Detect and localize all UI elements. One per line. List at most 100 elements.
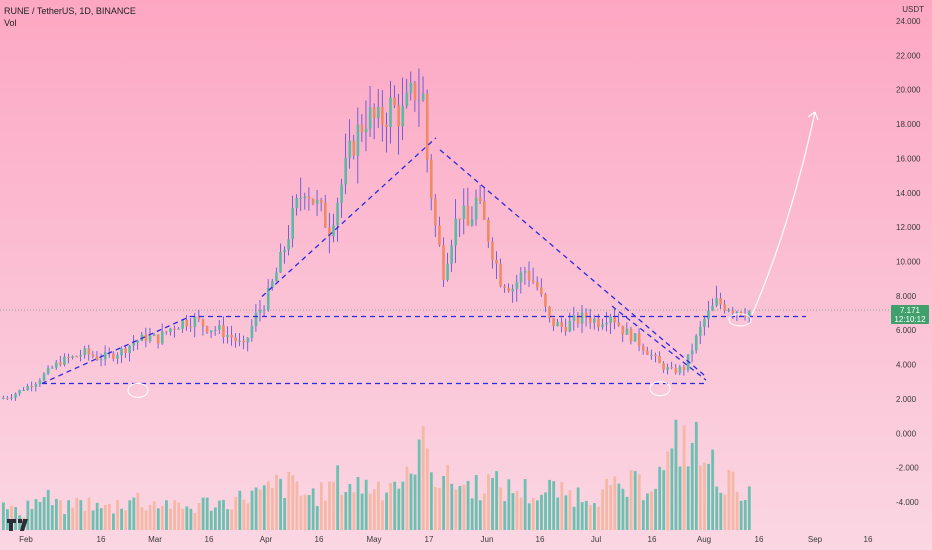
y-tick-label: 22.000 bbox=[896, 51, 921, 60]
volume-indicator-label[interactable]: Vol bbox=[4, 18, 17, 28]
projection-arrow bbox=[751, 111, 816, 315]
volume-bar bbox=[548, 479, 551, 530]
volume-bar bbox=[527, 503, 531, 530]
candle-body bbox=[340, 184, 343, 203]
candle-body bbox=[262, 309, 266, 311]
volume-bar bbox=[372, 489, 376, 530]
candle-body bbox=[275, 272, 278, 282]
candle-body bbox=[120, 348, 123, 356]
y-tick-label: -2.000 bbox=[896, 464, 919, 473]
price-unit-label: USDT bbox=[902, 5, 924, 14]
candle-body bbox=[674, 367, 678, 373]
x-tick-label: Feb bbox=[19, 535, 33, 544]
y-tick-label: -4.000 bbox=[896, 498, 919, 507]
candle-body bbox=[6, 397, 9, 399]
candle-body bbox=[75, 356, 78, 358]
volume-bar bbox=[686, 466, 690, 530]
volume-bar bbox=[132, 497, 136, 530]
x-tick-label: Jul bbox=[591, 535, 601, 544]
candle-body bbox=[14, 393, 17, 398]
candle-body bbox=[42, 373, 46, 381]
candle-body bbox=[336, 202, 339, 226]
candle-body bbox=[95, 356, 99, 361]
last-price-badge: 7.171 12:10:12 bbox=[891, 305, 929, 324]
volume-bar bbox=[213, 507, 217, 530]
volume-bar bbox=[107, 504, 111, 530]
y-tick-label: 18.000 bbox=[896, 120, 921, 129]
volume-bar bbox=[116, 500, 119, 530]
candle-body bbox=[193, 316, 197, 328]
candle-body bbox=[495, 259, 498, 264]
volume-bar bbox=[205, 497, 209, 530]
x-tick-label: 16 bbox=[315, 535, 324, 544]
candle-body bbox=[144, 334, 148, 342]
candle-body bbox=[576, 315, 580, 324]
volume-bar bbox=[71, 507, 75, 530]
candle-body bbox=[54, 362, 58, 368]
volume-bar bbox=[201, 497, 205, 530]
candle-body bbox=[173, 328, 176, 330]
candle-body bbox=[279, 252, 282, 273]
candle-body bbox=[605, 322, 608, 325]
volume-bar bbox=[340, 494, 344, 530]
volume-bar bbox=[144, 510, 148, 530]
candle-body bbox=[470, 219, 474, 226]
volume-bar bbox=[67, 500, 71, 530]
volume-bar bbox=[209, 510, 213, 530]
candle-body bbox=[743, 314, 747, 317]
candle-body bbox=[148, 335, 152, 342]
volume-bar bbox=[499, 487, 503, 530]
volume-bar bbox=[275, 474, 278, 530]
candle-body bbox=[348, 140, 352, 158]
volume-bar bbox=[690, 442, 694, 530]
volume-bar bbox=[197, 503, 201, 530]
candle-body bbox=[99, 359, 103, 361]
volume-bar bbox=[405, 466, 409, 530]
wedge-line bbox=[611, 305, 707, 381]
candle-body bbox=[499, 263, 502, 287]
candle-body bbox=[670, 367, 674, 369]
candle-body bbox=[694, 335, 698, 351]
volume-bar bbox=[470, 498, 474, 530]
candle-body bbox=[446, 263, 449, 280]
volume-bar bbox=[299, 495, 303, 530]
candle-body bbox=[442, 245, 445, 280]
volume-bar bbox=[503, 501, 507, 530]
candle-body bbox=[646, 350, 649, 355]
volume-bar bbox=[103, 504, 107, 530]
volume-bar bbox=[703, 462, 706, 530]
volume-bar bbox=[511, 493, 515, 530]
candle-body bbox=[637, 333, 641, 346]
candle-body bbox=[283, 249, 286, 253]
volume-bar bbox=[564, 495, 568, 530]
candle-body bbox=[454, 218, 458, 246]
volume-bar bbox=[711, 449, 715, 530]
volume-bar bbox=[193, 512, 197, 530]
candle-body bbox=[165, 331, 168, 333]
volume-bar bbox=[218, 500, 221, 530]
candle-body bbox=[450, 245, 453, 264]
volume-bar bbox=[336, 465, 340, 530]
y-tick-label: 10.000 bbox=[896, 258, 921, 267]
candle-body bbox=[462, 205, 466, 219]
volume-bar bbox=[307, 495, 311, 530]
volume-bar bbox=[385, 492, 388, 530]
x-tick-label: 16 bbox=[536, 535, 545, 544]
volume-bar bbox=[140, 507, 144, 530]
candle-body bbox=[690, 350, 694, 355]
x-tick-label: 16 bbox=[755, 535, 764, 544]
candle-body bbox=[666, 367, 670, 370]
volume-bar bbox=[75, 497, 79, 530]
volume-bar bbox=[50, 505, 54, 530]
volume-bar bbox=[723, 494, 727, 530]
candle-body bbox=[226, 334, 229, 338]
volume-bar bbox=[540, 494, 543, 530]
volume-bar bbox=[238, 490, 242, 530]
volume-bar bbox=[515, 491, 519, 530]
volume-bar bbox=[434, 486, 437, 530]
candle-body bbox=[568, 320, 572, 332]
symbol-title[interactable]: RUNE / TetherUS, 1D, BINANCE bbox=[4, 6, 136, 16]
candle-body bbox=[177, 328, 180, 330]
candle-body bbox=[169, 328, 172, 333]
